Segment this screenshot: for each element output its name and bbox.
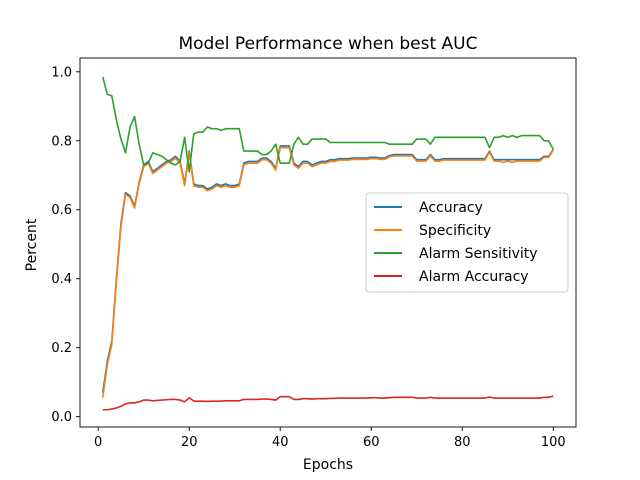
y-axis: 0.0 0.2 0.4 0.6 0.8 1.0: [51, 65, 80, 425]
x-tick-label: 20: [181, 435, 198, 450]
y-tick-label: 0.0: [51, 410, 72, 425]
legend-label-3: Alarm Accuracy: [419, 269, 529, 285]
x-tick-label: 60: [363, 435, 380, 450]
x-axis-label: Epochs: [303, 457, 353, 473]
legend-label-2: Alarm Sensitivity: [419, 246, 538, 262]
x-tick-label: 0: [94, 435, 102, 450]
chart-title: Model Performance when best AUC: [178, 34, 477, 54]
plot-area: [79, 57, 577, 428]
x-tick-label: 40: [272, 435, 289, 450]
y-tick-label: 0.6: [51, 203, 72, 218]
x-axis: 0 20 40 60 80 100: [94, 427, 566, 450]
y-tick-label: 1.0: [51, 65, 72, 80]
plot-frame: [79, 57, 577, 428]
series-line-0: [101, 145, 554, 393]
legend-box: [365, 192, 569, 293]
y-axis-label: Percent: [24, 218, 40, 271]
series-line-1: [101, 146, 554, 398]
y-tick-label: 0.4: [51, 272, 72, 287]
series-line-3: [102, 395, 554, 411]
series-line-2: [101, 76, 554, 173]
legend-label-0: Accuracy: [419, 200, 483, 216]
x-tick-label: 80: [454, 435, 471, 450]
legend: Accuracy Specificity Alarm Sensitivity Alar…: [365, 192, 569, 293]
legend-label-1: Specificity: [419, 223, 491, 239]
x-tick-label: 100: [541, 435, 566, 450]
y-tick-label: 0.8: [51, 134, 72, 149]
y-tick-label: 0.2: [51, 341, 72, 356]
